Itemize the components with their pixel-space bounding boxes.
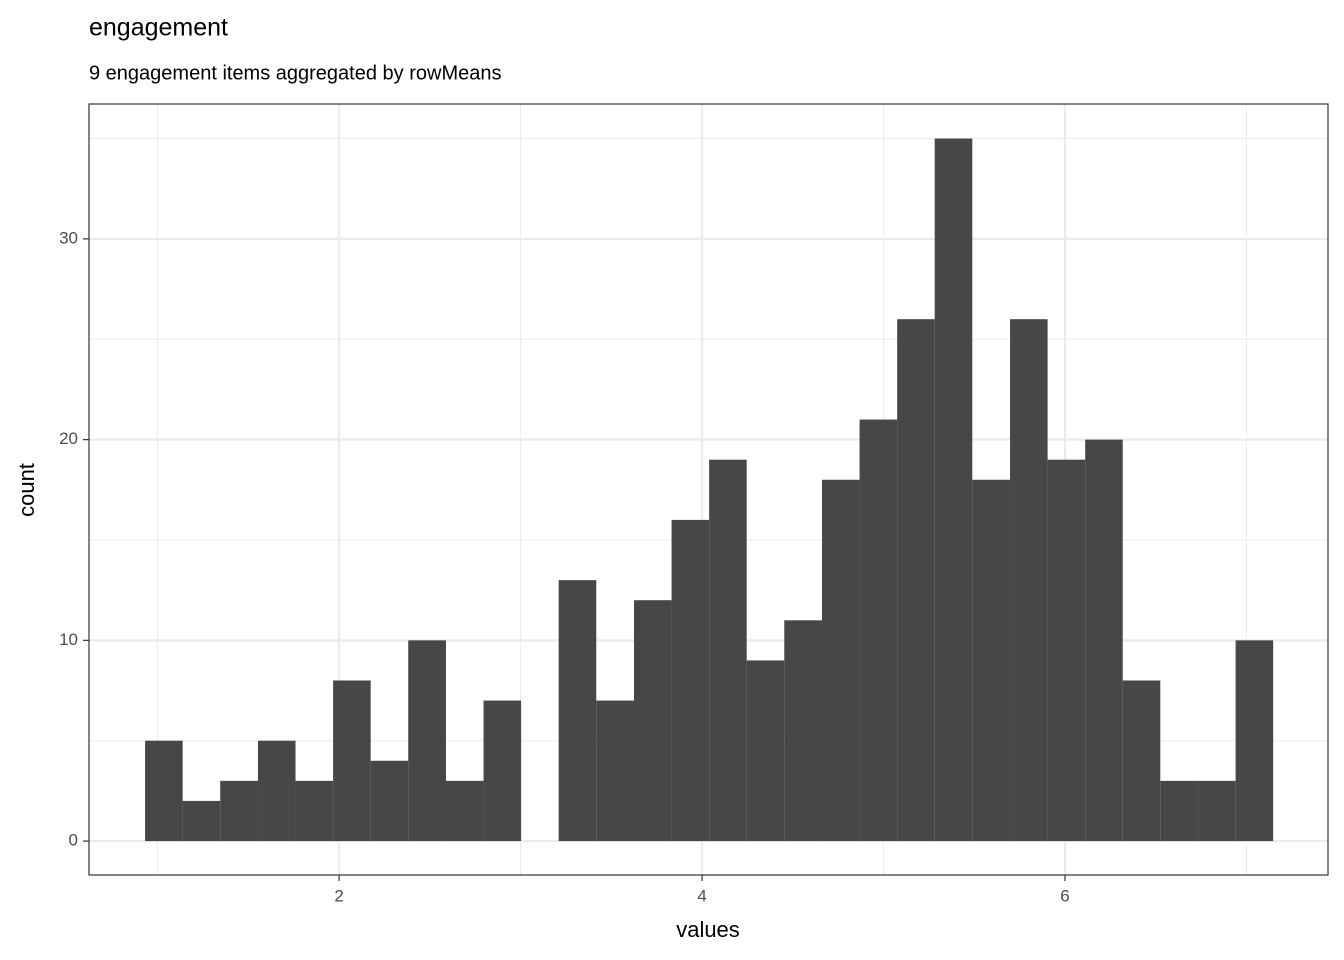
bar xyxy=(972,479,1011,842)
bar xyxy=(483,700,522,842)
bar xyxy=(145,740,183,842)
x-tick-label: 2 xyxy=(334,886,343,905)
bar xyxy=(370,760,409,842)
bar xyxy=(784,620,823,842)
bar xyxy=(558,580,597,842)
bar xyxy=(859,419,898,842)
y-tick-label: 10 xyxy=(59,630,78,649)
bar xyxy=(333,680,371,842)
bar xyxy=(596,700,635,842)
bar xyxy=(445,780,484,842)
bar xyxy=(182,800,221,842)
y-axis-label: count xyxy=(14,463,39,517)
bar xyxy=(220,780,258,842)
x-tick-label: 6 xyxy=(1060,886,1069,905)
x-tick-label: 4 xyxy=(697,886,706,905)
bar xyxy=(897,319,935,842)
panel-border xyxy=(88,103,1329,876)
bar xyxy=(1010,319,1048,842)
y-tick-label: 0 xyxy=(69,831,78,850)
chart-title: engagement xyxy=(89,14,228,42)
bar xyxy=(822,479,860,842)
bar xyxy=(1198,780,1236,842)
bar xyxy=(295,780,334,842)
y-tick-label: 30 xyxy=(59,228,78,247)
bar xyxy=(746,660,785,842)
bar xyxy=(634,600,672,842)
bar xyxy=(1235,640,1274,842)
bar xyxy=(408,640,446,842)
bar xyxy=(1122,680,1161,842)
bar xyxy=(934,138,973,842)
bar xyxy=(671,519,710,842)
bar xyxy=(709,459,747,842)
x-axis-label: values xyxy=(676,917,740,942)
bar xyxy=(1085,439,1123,842)
y-tick-label: 20 xyxy=(59,429,78,448)
bar xyxy=(257,740,296,842)
bar xyxy=(1160,780,1199,842)
chart-subtitle: 9 engagement items aggregated by rowMean… xyxy=(89,62,501,84)
bar xyxy=(1047,459,1086,842)
